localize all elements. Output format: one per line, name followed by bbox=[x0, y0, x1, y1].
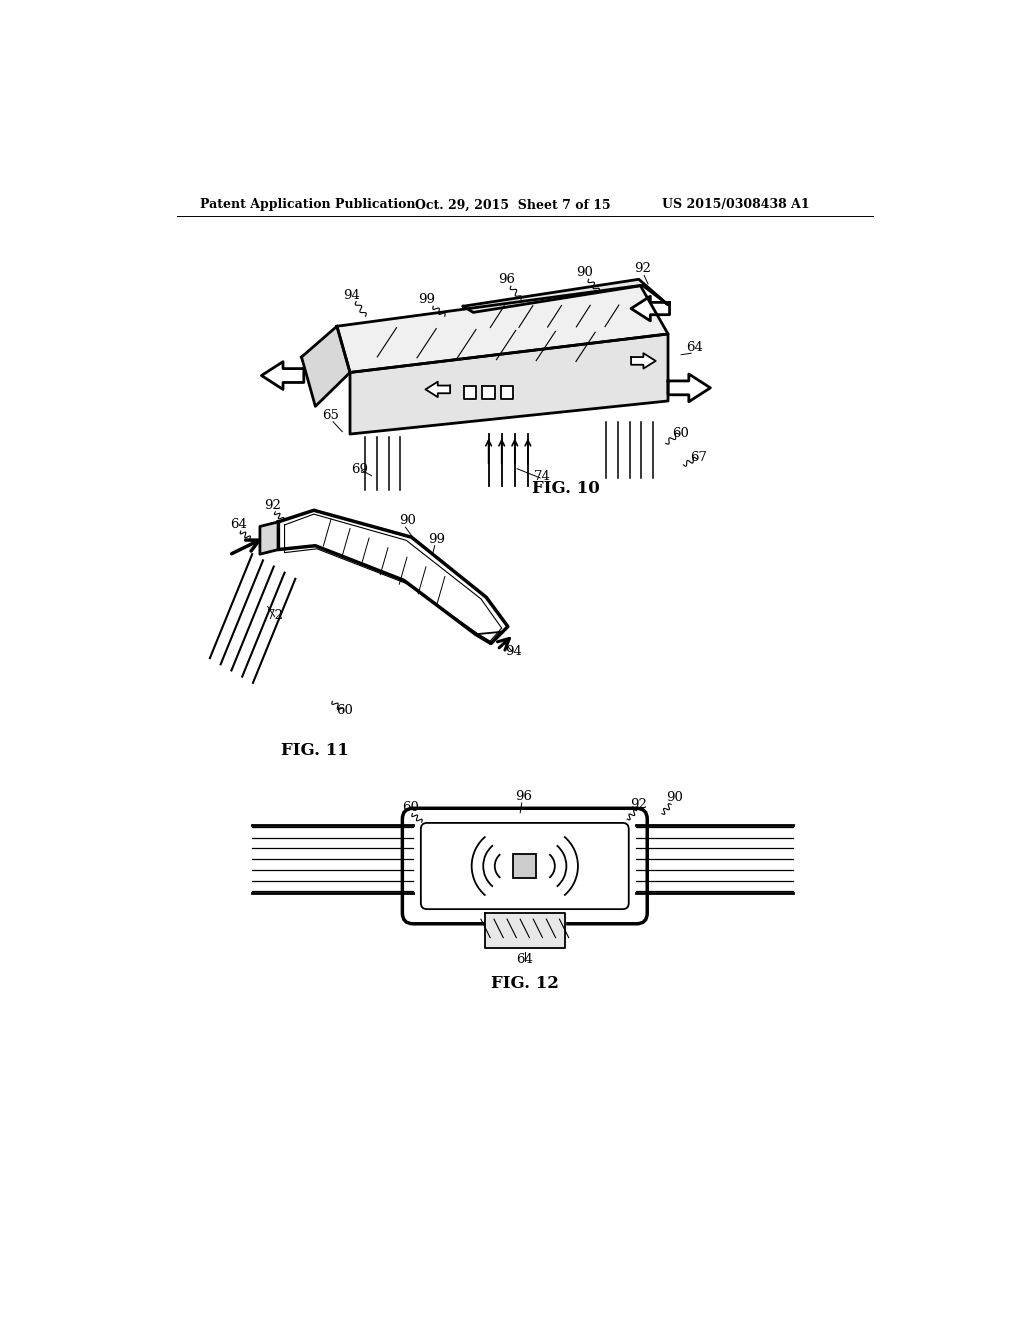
Text: Oct. 29, 2015  Sheet 7 of 15: Oct. 29, 2015 Sheet 7 of 15 bbox=[416, 198, 611, 211]
Text: 94: 94 bbox=[506, 645, 522, 659]
Polygon shape bbox=[261, 362, 304, 389]
Text: 65: 65 bbox=[323, 409, 339, 421]
FancyBboxPatch shape bbox=[421, 822, 629, 909]
Text: 64: 64 bbox=[516, 953, 534, 966]
Text: Patent Application Publication: Patent Application Publication bbox=[200, 198, 416, 211]
Text: 92: 92 bbox=[634, 263, 651, 276]
Text: 60: 60 bbox=[336, 705, 353, 717]
Text: 99: 99 bbox=[428, 533, 445, 546]
Text: 60: 60 bbox=[672, 428, 689, 440]
Polygon shape bbox=[260, 521, 279, 554]
Text: 90: 90 bbox=[666, 792, 683, 804]
Text: 90: 90 bbox=[399, 515, 416, 527]
Text: FIG. 12: FIG. 12 bbox=[490, 975, 559, 993]
Text: 99: 99 bbox=[419, 293, 435, 306]
Polygon shape bbox=[425, 381, 451, 397]
Text: 64: 64 bbox=[686, 341, 702, 354]
Text: 90: 90 bbox=[577, 267, 593, 280]
Polygon shape bbox=[668, 374, 711, 401]
Text: 64: 64 bbox=[230, 517, 247, 531]
Text: 69: 69 bbox=[351, 462, 369, 475]
Text: FIG. 10: FIG. 10 bbox=[531, 480, 599, 498]
Text: 72: 72 bbox=[267, 609, 284, 622]
Polygon shape bbox=[484, 913, 565, 948]
Text: US 2015/0308438 A1: US 2015/0308438 A1 bbox=[662, 198, 810, 211]
Text: 67: 67 bbox=[690, 451, 708, 465]
Polygon shape bbox=[631, 296, 670, 321]
Text: FIG. 11: FIG. 11 bbox=[282, 742, 349, 759]
Polygon shape bbox=[301, 326, 350, 407]
Polygon shape bbox=[350, 334, 668, 434]
FancyBboxPatch shape bbox=[402, 808, 647, 924]
Polygon shape bbox=[482, 387, 495, 400]
Text: 92: 92 bbox=[264, 499, 282, 512]
Polygon shape bbox=[501, 387, 513, 400]
Polygon shape bbox=[463, 280, 668, 313]
Text: 74: 74 bbox=[535, 470, 551, 483]
Polygon shape bbox=[464, 387, 476, 400]
Text: 92: 92 bbox=[631, 797, 647, 810]
Text: 60: 60 bbox=[401, 801, 419, 814]
Text: 96: 96 bbox=[498, 273, 515, 286]
Bar bbox=[513, 854, 537, 878]
Text: 94: 94 bbox=[343, 289, 360, 301]
Polygon shape bbox=[631, 354, 655, 368]
Polygon shape bbox=[337, 285, 668, 372]
Text: 96: 96 bbox=[515, 789, 531, 803]
